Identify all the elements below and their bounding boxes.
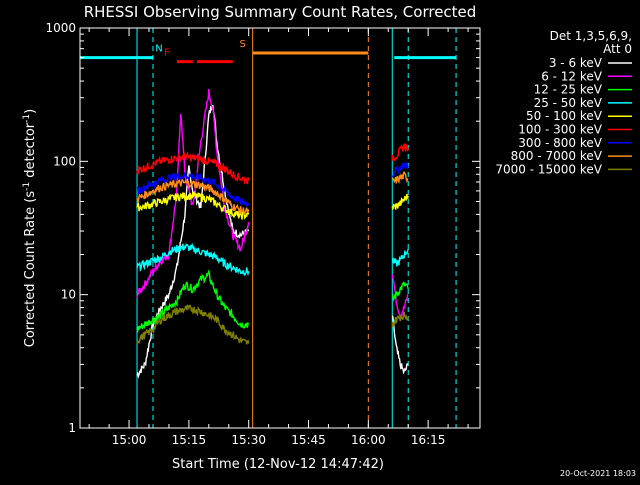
series-6-segment-0 [136,171,250,207]
axes: 1 10 100 1000 15:00 15:15 15:30 15:45 16:00 16:15 [45,21,481,447]
legend-label-5: 100 - 300 keV [518,123,602,137]
series-3-segment-0 [136,242,250,277]
y-axis-label-close: ) [23,109,38,114]
x-tick-label-3: 15:45 [291,433,326,447]
y-axis-label-exp1: -1 [22,182,32,191]
legend-label-3: 25 - 50 keV [534,96,603,110]
x-tick-label-1: 15:15 [172,433,207,447]
x-axis-label: Start Time (12-Nov-12 14:47:42) [172,457,384,472]
series-5-segment-0 [136,150,250,185]
x-tick-label-4: 16:00 [351,433,386,447]
series-8-segment-1 [391,311,409,328]
series-8-segment-0 [136,304,250,345]
series-6-segment-1 [391,162,409,178]
legend-label-8: 7000 - 15000 keV [495,162,602,176]
y-tick-label-1: 10 [61,288,76,302]
legend-label-7: 800 - 7000 keV [511,149,603,163]
timestamp: 20-Oct-2021 18:03 [560,469,636,478]
legend-header-line-1: Det 1,3,5,6,9, [550,29,632,43]
y-axis-label-exp2: -1 [22,114,32,123]
series-0-segment-1 [391,315,409,375]
flag-s-label: S [240,39,246,50]
legend-label-6: 300 - 800 keV [518,136,602,150]
series-5-segment-1 [391,142,409,162]
series-4-segment-1 [391,193,409,210]
legend-header-line-2: Att 0 [603,42,632,56]
series-2-segment-0 [136,269,250,334]
flag-n-label: N [155,44,162,55]
legend-label-1: 6 - 12 keV [541,69,603,83]
series-4-segment-0 [136,190,250,220]
y-tick-label-0: 1 [68,421,76,435]
y-axis-label: Corrected Count Rate (s-1 detector-1) [22,109,38,347]
series-1-segment-0 [136,89,250,299]
plot-frame [79,27,481,429]
x-tick-label-2: 15:30 [231,433,266,447]
series-3-segment-1 [391,248,409,267]
plot-area: N F S [80,28,457,428]
legend-label-2: 12 - 25 keV [534,83,603,97]
legend-label-0: 3 - 6 keV [549,56,603,70]
y-tick-label-3: 1000 [45,21,76,35]
y-tick-label-2: 100 [53,154,76,168]
y-axis-label-main: Corrected Count Rate (s [23,191,38,348]
y-axis-label-unit: detector [23,122,38,182]
flag-f-label: F [164,48,170,59]
x-tick-label-0: 15:00 [112,433,147,447]
x-tick-label-5: 16:15 [411,433,446,447]
chart-title: RHESSI Observing Summary Count Rates, Co… [84,3,477,21]
series-7-segment-1 [391,171,409,184]
legend-label-4: 50 - 100 keV [526,109,603,123]
series-2-segment-1 [391,281,409,302]
series-7-segment-0 [136,178,250,216]
